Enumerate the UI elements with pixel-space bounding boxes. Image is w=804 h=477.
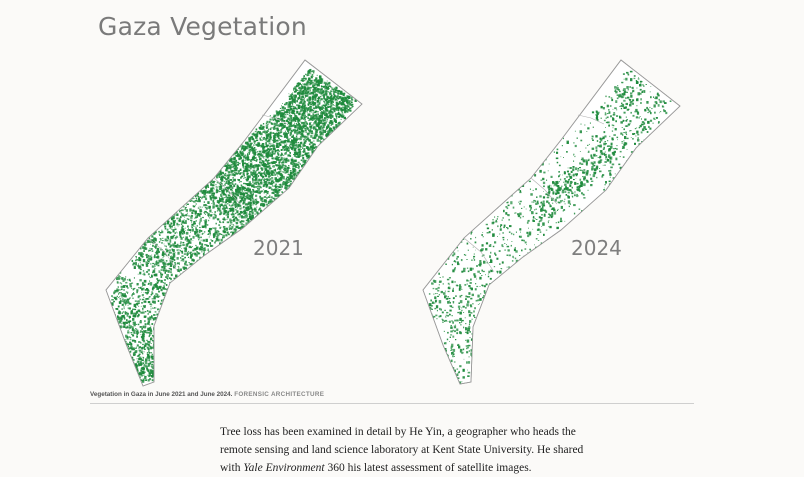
year-label-2021: 2021	[253, 236, 304, 260]
year-label-2024: 2024	[571, 236, 622, 260]
article-text: 360 his latest assessment of satellite i…	[325, 462, 532, 474]
gaza-outline-2024	[423, 60, 680, 384]
publication-name: Yale Environment	[243, 462, 324, 474]
map-2024	[423, 60, 680, 384]
map-2021	[106, 60, 362, 386]
article-text: with	[220, 462, 243, 474]
caption-credit: FORENSIC ARCHITECTURE	[234, 391, 324, 398]
article-line: with Yale Environment 360 his latest ass…	[220, 459, 620, 477]
article-line: remote sensing and land science laborato…	[220, 441, 620, 459]
caption-divider	[90, 403, 694, 404]
map-caption: Vegetation in Gaza in June 2021 and June…	[90, 391, 324, 398]
article-line: Tree loss has been examined in detail by…	[220, 423, 620, 441]
caption-text: Vegetation in Gaza in June 2021 and June…	[90, 391, 232, 398]
